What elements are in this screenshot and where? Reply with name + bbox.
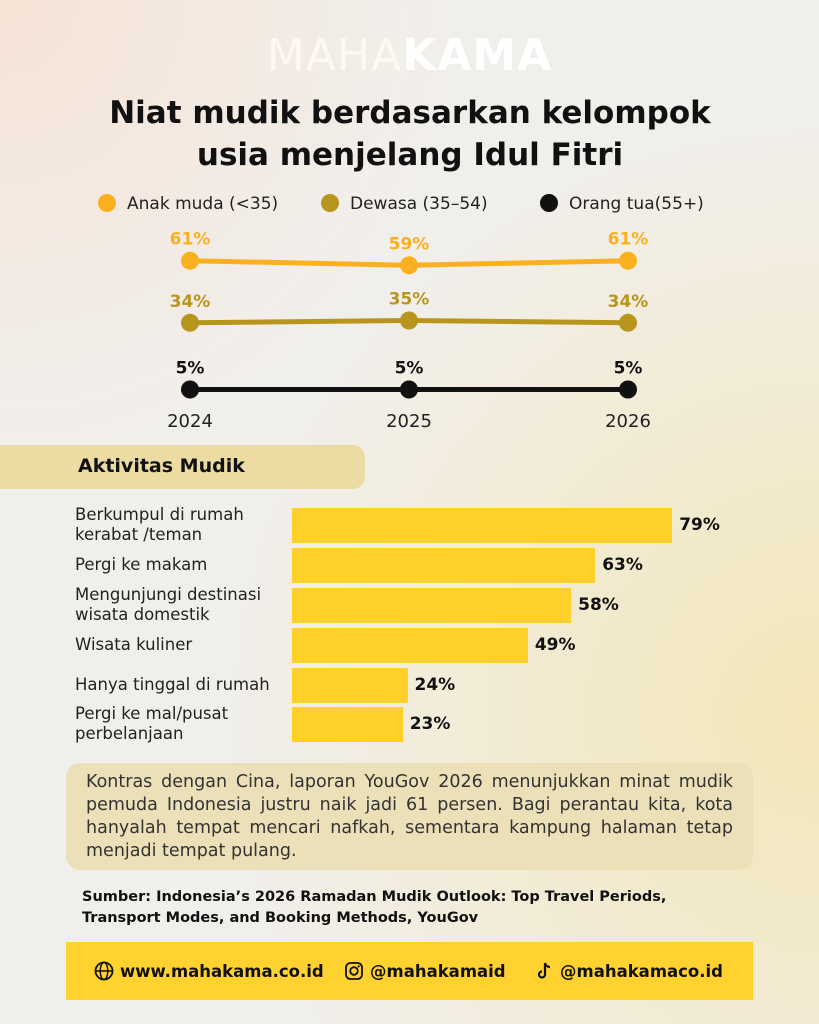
website: www.mahakama.co.id — [120, 961, 324, 981]
bar — [292, 548, 596, 583]
data-point — [181, 251, 199, 270]
data-label: 34% — [608, 292, 649, 312]
brand-bold: KAMA — [402, 30, 553, 81]
data-label: 61% — [170, 230, 211, 250]
bar — [292, 588, 572, 623]
data-label: 5% — [395, 359, 424, 379]
data-label: 58% — [578, 595, 619, 615]
data-point — [400, 256, 418, 275]
category-label: Pergi ke mal/pusat perbelanjaan — [75, 704, 229, 743]
data-label: 61% — [608, 230, 649, 250]
footer-website: www.mahakama.co.id — [94, 961, 324, 981]
x-tick-label: 2026 — [605, 411, 651, 432]
section-title: Aktivitas Mudik — [78, 455, 245, 477]
line-chart: Anak muda (<35) 61% 59% 61% Dewasa (35–54) 34… — [98, 194, 704, 432]
footer-instagram: @mahakamaid — [344, 961, 506, 981]
data-label: 24% — [414, 675, 456, 695]
data-point — [619, 313, 637, 332]
data-label: 5% — [614, 359, 643, 379]
brand: MAHAKAMA — [0, 30, 819, 81]
legend-marker — [321, 194, 339, 212]
data-point — [400, 380, 418, 399]
data-point — [400, 311, 418, 330]
x-tick-label: 2024 — [167, 411, 213, 432]
instagram-icon — [345, 962, 363, 980]
tiktok: @mahakamaco.id — [560, 961, 723, 981]
data-point — [181, 380, 199, 399]
legend-label: Orang tua(55+) — [569, 194, 704, 214]
chart-title: Niat mudik berdasarkan kelompok usia men… — [109, 95, 711, 173]
category-label: Wisata kuliner — [75, 635, 193, 654]
data-label: 79% — [679, 515, 720, 535]
source: Sumber: Indonesia’s 2026 Ramadan Mudik O… — [82, 889, 667, 926]
data-point — [181, 313, 199, 332]
data-label: 59% — [389, 234, 430, 254]
category-label: Hanya tinggal di rumah — [75, 675, 270, 694]
data-label: 23% — [409, 714, 451, 734]
footer: www.mahakama.co.id @mahakamaid @mahakama… — [66, 942, 753, 1000]
category-label: Mengunjungi destinasi wisata domestik — [75, 585, 262, 624]
bar — [292, 668, 408, 703]
legend-marker — [98, 194, 116, 212]
category-label: Berkumpul di rumah kerabat /teman — [75, 505, 244, 544]
legend-label: Anak muda (<35) — [127, 194, 278, 214]
data-label: 49% — [534, 635, 576, 655]
globe-icon — [94, 961, 114, 981]
data-label: 34% — [170, 292, 211, 312]
bar — [292, 707, 403, 742]
data-label: 5% — [176, 359, 205, 379]
bar — [292, 628, 528, 663]
legend-label: Dewasa (35–54) — [350, 194, 488, 214]
instagram: @mahakamaid — [370, 961, 506, 981]
category-label: Pergi ke makam — [75, 555, 208, 574]
x-tick-label: 2025 — [386, 411, 432, 432]
legend-marker — [540, 194, 558, 212]
data-label: 35% — [389, 290, 430, 310]
data-point — [619, 380, 637, 399]
brand-light: MAHA — [266, 30, 403, 81]
data-point — [619, 251, 637, 270]
note: Kontras dengan Cina, laporan YouGov 2026… — [66, 763, 753, 870]
bar — [292, 508, 673, 543]
section-header: Aktivitas Mudik — [0, 445, 365, 489]
footer-tiktok: @mahakamaco.id — [536, 961, 723, 981]
data-label: 63% — [602, 555, 643, 575]
tiktok-icon — [537, 962, 551, 979]
